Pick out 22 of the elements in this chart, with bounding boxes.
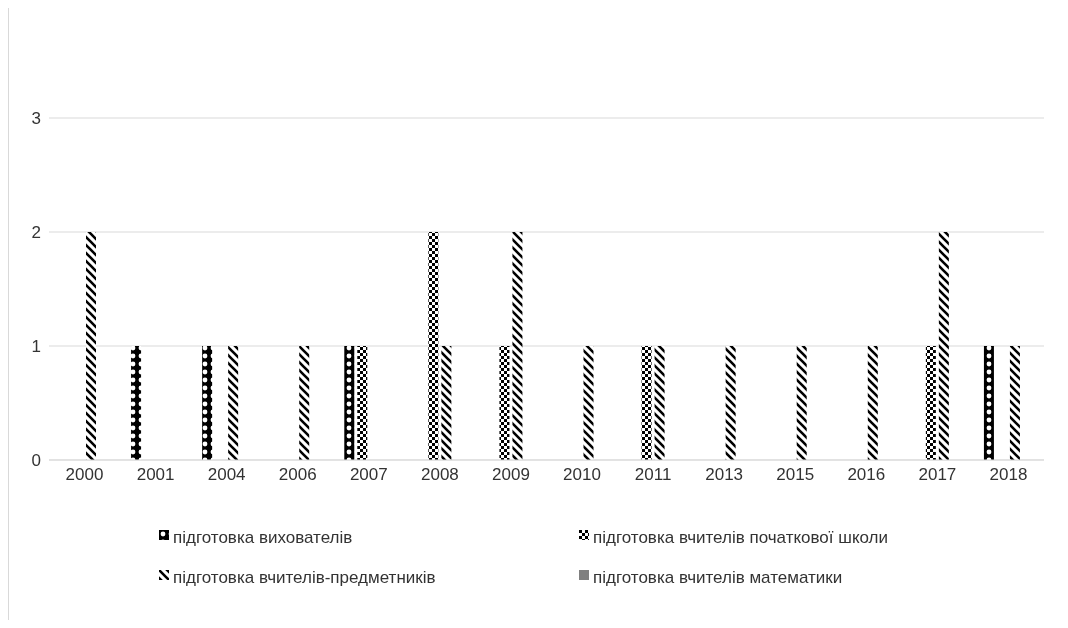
x-tick-label: 2007 [349,465,388,485]
y-tick-label: 1 [31,337,41,357]
x-tick-label: 2013 [705,465,744,485]
legend-label: підготовка вчителів початкової школи [593,528,889,548]
x-tick-label: 2000 [65,465,104,485]
legend-label: підготовка вихователів [173,528,353,548]
x-tick-label: 2001 [136,465,175,485]
x-tick-label: 2004 [207,465,246,485]
y-tick-label: 2 [31,223,41,243]
x-tick-label: 2011 [634,465,672,485]
x-tick-label: 2008 [420,465,459,485]
x-tick-label: 2009 [492,465,530,485]
x-tick-label: 2018 [989,465,1028,485]
legend-label: підготовка вчителів математики [593,568,843,588]
x-tick-label: 2017 [918,465,957,485]
x-tick-label: 2015 [776,465,815,485]
x-tick-label: 2016 [847,465,886,485]
x-tick-label: 2006 [278,465,317,485]
y-tick-label: 0 [31,451,41,471]
legend-label: підготовка вчителів-предметників [173,568,436,588]
y-tick-label: 3 [31,109,41,129]
x-tick-label: 2010 [563,465,601,485]
